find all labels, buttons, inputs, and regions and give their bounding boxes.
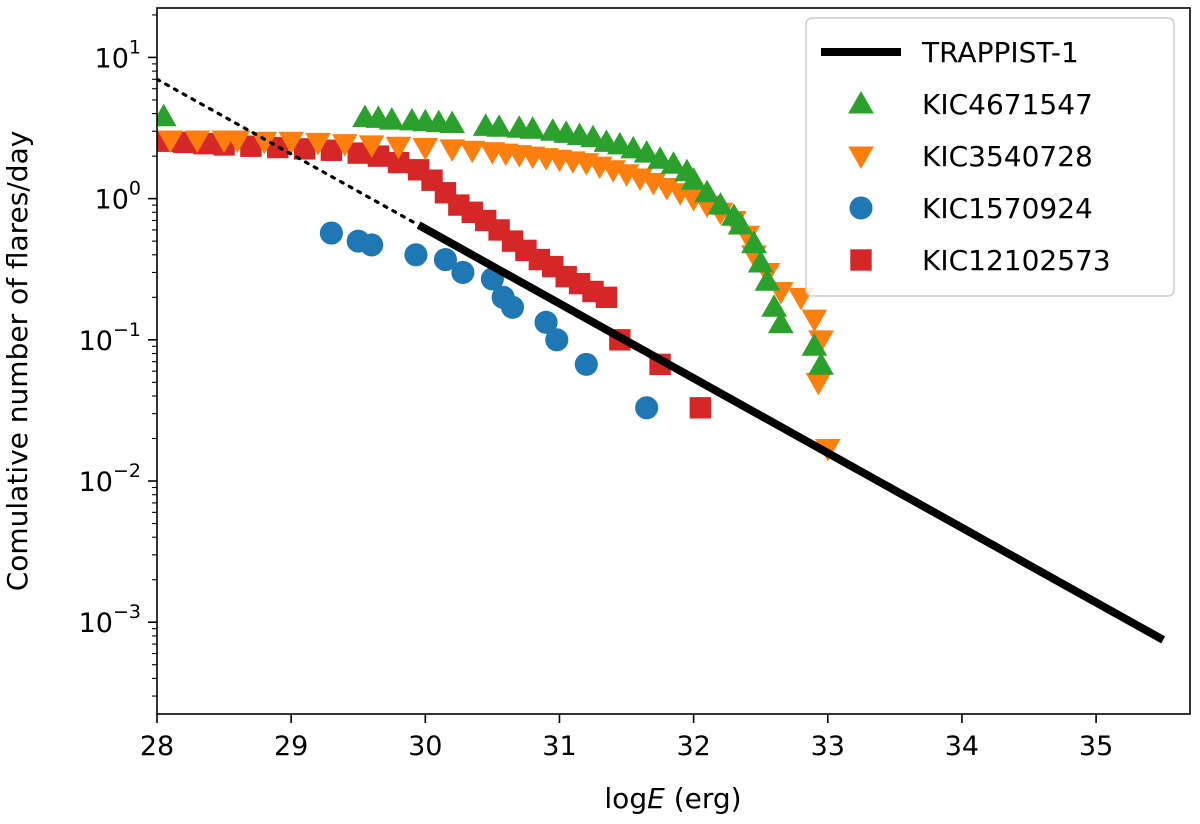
kic4671547-point-0 [157,103,177,127]
kic4671547-point-18 [620,135,647,159]
kic4671547-point-23 [680,167,707,190]
legend-label-kic1570924: KIC1570924 [922,192,1093,225]
x-axis-label: logE (erg) [604,782,741,815]
kic3540728-point-8 [358,135,385,158]
trappist-1-fit-line [416,221,1166,644]
legend-label-kic3540728: KIC3540728 [922,140,1093,173]
kic4671547-point-34 [808,352,834,375]
kic4671547-point-17 [606,131,633,155]
legend-swatch-kic3540728 [848,146,874,170]
kic3540728-point-9 [385,136,412,160]
kic3540728-point-3 [224,130,251,154]
kic1570924-point-8 [500,295,525,319]
legend-swatch-kic12102573 [850,249,872,271]
y-tick-label--1: 10−1 [79,319,141,357]
kic3540728-point-7 [331,134,358,157]
kic4671547-point-11 [519,116,546,139]
kic1570924-point-12 [635,396,659,420]
kic1570924-point-5 [451,260,475,284]
kic3540728-point-11 [439,139,466,162]
kic4671547-point-21 [660,151,687,174]
series-kic1570924 [319,221,659,420]
legend-label-kic12102573: KIC12102573 [922,244,1111,277]
kic3540728-point-0 [157,130,184,154]
x-tick-label-32: 32 [676,731,710,762]
kic1570924-point-10 [545,328,569,352]
kic4671547-point-7 [439,110,466,134]
trappist-1-extrapolation-line [157,77,421,227]
kic4671547-point-9 [486,114,512,137]
kic4671547-point-28 [741,230,767,254]
x-tick-label-29: 29 [274,731,308,762]
legend-swatch-kic1570924 [849,196,873,220]
x-tick-label-30: 30 [408,731,442,762]
legend: TRAPPIST-1 KIC4671547 KIC3540728 KIC157092… [805,17,1175,297]
plot-frame [156,7,1191,715]
kic3540728-point-12 [459,140,486,164]
legend-label-trappist-1: TRAPPIST-1 [921,36,1079,69]
y-tick-label--2: 10−2 [79,460,141,498]
kic4671547-point-15 [580,124,606,148]
y-axis-label: Comulative number of flares/day [1,131,34,592]
kic4671547-point-20 [647,146,673,169]
legend-box [805,17,1175,297]
kic4671547-point-24 [694,179,720,203]
kic12102573-point-25 [595,286,618,309]
kic3540728-point-5 [278,131,305,155]
x-axis: 28 29 30 31 32 33 34 35 [140,714,1113,762]
x-tick-label-28: 28 [140,731,174,762]
kic3540728-point-39 [805,372,832,396]
kic1570924-point-4 [433,248,457,272]
series-kic4671547 [157,103,834,375]
x-tick-label-35: 35 [1079,731,1113,762]
kic1570924-point-3 [404,243,428,267]
kic4671547-point-19 [633,140,660,163]
kic3540728-point-37 [801,309,828,333]
legend-swatch-kic4671547 [848,90,874,114]
y-tick-label-0: 100 [95,178,141,216]
x-tick-label-33: 33 [811,731,845,762]
x-tick-label-31: 31 [542,731,576,762]
kic1570924-point-9 [534,310,558,334]
kic4671547-point-25 [707,192,734,215]
kic3540728-point-10 [412,138,439,161]
y-axis: 101 100 10−1 10−2 10−3 [79,14,157,697]
kic4671547-point-32 [767,310,794,334]
kic4671547-point-29 [747,249,774,273]
kic1570924-point-11 [574,352,598,376]
kic4671547-point-3 [378,107,405,130]
y-tick-label-1: 101 [95,36,141,74]
kic4671547-point-27 [727,212,754,235]
x-tick-label-34: 34 [945,731,979,762]
kic4671547-point-31 [761,294,787,317]
plot-marks [157,77,1166,644]
legend-label-kic4671547: KIC4671547 [922,88,1093,121]
kic4671547-point-30 [754,268,781,291]
kic3540728-point-1 [184,130,211,154]
kic12102573-point-28 [689,397,712,419]
kic4671547-point-33 [801,333,828,356]
y-tick-label--3: 10−3 [79,601,141,639]
kic1570924-point-2 [360,233,384,257]
kic3540728-point-6 [305,132,331,156]
kic1570924-point-0 [319,221,343,245]
